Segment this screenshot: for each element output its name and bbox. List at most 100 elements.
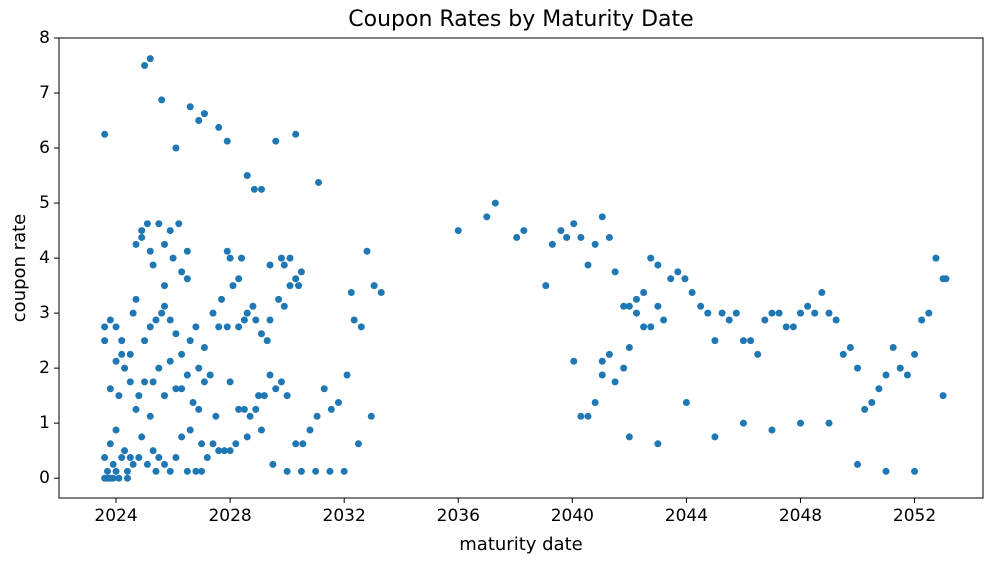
- scatter-point: [192, 467, 200, 475]
- scatter-point: [903, 371, 911, 379]
- scatter-point: [138, 433, 146, 441]
- scatter-point: [235, 323, 243, 331]
- scatter-point: [768, 309, 776, 317]
- scatter-point: [272, 385, 280, 393]
- scatter-point: [272, 137, 280, 145]
- scatter-point: [109, 474, 117, 482]
- scatter-point: [161, 392, 169, 400]
- scatter-point: [200, 378, 208, 386]
- scatter-point: [220, 447, 228, 455]
- scatter-point: [266, 261, 274, 269]
- scatter-point: [235, 275, 243, 283]
- scatter-point: [146, 412, 154, 420]
- scatter-point: [327, 405, 335, 413]
- scatter-point: [283, 467, 291, 475]
- scatter-point: [112, 357, 120, 365]
- scatter-point: [520, 227, 528, 235]
- scatter-point: [266, 316, 274, 324]
- scatter-point: [192, 323, 200, 331]
- scatter-point: [252, 405, 260, 413]
- scatter-point: [804, 302, 812, 310]
- scatter-point: [115, 474, 123, 482]
- scatter-point: [209, 440, 217, 448]
- scatter-point: [223, 323, 231, 331]
- scatter-point: [146, 247, 154, 255]
- scatter-point: [625, 344, 633, 352]
- scatter-point: [141, 62, 149, 70]
- scatter-point: [123, 474, 131, 482]
- scatter-point: [118, 350, 126, 358]
- scatter-point: [280, 261, 288, 269]
- scatter-point: [283, 392, 291, 400]
- scatter-point: [633, 309, 640, 317]
- scatter-point: [591, 399, 599, 407]
- scatter-point: [178, 385, 186, 393]
- y-axis-label: coupon rate: [9, 214, 30, 322]
- scatter-point: [186, 426, 194, 434]
- scatter-point: [106, 385, 114, 393]
- scatter-point: [299, 440, 307, 448]
- scatter-point: [747, 337, 755, 345]
- scatter-point: [112, 467, 120, 475]
- scatter-point: [166, 227, 174, 235]
- scatter-point: [106, 316, 114, 324]
- scatter-point: [768, 426, 776, 434]
- scatter-point: [711, 337, 719, 345]
- scatter-point: [911, 467, 919, 475]
- scatter-point: [240, 405, 248, 413]
- scatter-point: [739, 337, 747, 345]
- x-axis-label: maturity date: [459, 534, 582, 555]
- scatter-point: [334, 399, 342, 407]
- scatter-point: [161, 240, 169, 248]
- y-tick-label: 5: [39, 193, 50, 213]
- scatter-point: [169, 254, 177, 262]
- scatter-point: [611, 268, 619, 276]
- scatter-point: [312, 467, 320, 475]
- scatter-point: [161, 460, 169, 468]
- scatter-point: [149, 261, 157, 269]
- scatter-point: [152, 467, 160, 475]
- scatter-point: [598, 213, 606, 221]
- scatter-point: [854, 460, 862, 468]
- x-tick-label: 2044: [665, 506, 708, 526]
- scatter-point: [178, 433, 186, 441]
- scatter-point: [178, 350, 186, 358]
- scatter-point: [132, 295, 140, 303]
- scatter-point: [166, 316, 174, 324]
- scatter-point: [704, 309, 712, 317]
- scatter-point: [146, 323, 154, 331]
- scatter-point: [195, 364, 203, 372]
- scatter-point: [135, 454, 143, 462]
- scatter-point: [557, 227, 565, 235]
- scatter-point: [363, 247, 371, 255]
- x-tick-label: 2052: [893, 506, 936, 526]
- scatter-point: [101, 454, 109, 462]
- scatter-point: [761, 316, 769, 324]
- scatter-point: [846, 344, 854, 352]
- scatter-point: [275, 295, 283, 303]
- scatter-point: [186, 103, 194, 111]
- scatter-point: [674, 268, 682, 276]
- scatter-point: [942, 275, 950, 283]
- scatter-point: [226, 254, 234, 262]
- scatter-point: [135, 392, 143, 400]
- scatter-point: [654, 261, 662, 269]
- scatter-point: [118, 337, 126, 345]
- x-tick-label: 2028: [208, 506, 251, 526]
- scatter-point: [563, 233, 571, 241]
- y-tick-label: 1: [39, 413, 50, 433]
- scatter-point: [605, 350, 613, 358]
- scatter-point: [155, 220, 163, 228]
- scatter-point: [129, 309, 137, 317]
- scatter-point: [357, 323, 365, 331]
- scatter-point: [370, 282, 378, 290]
- scatter-point: [620, 364, 628, 372]
- chart-title: Coupon Rates by Maturity Date: [348, 7, 693, 32]
- scatter-point: [203, 454, 211, 462]
- scatter-point: [697, 302, 705, 310]
- scatter-point: [200, 344, 208, 352]
- scatter-point: [654, 302, 662, 310]
- scatter-point: [246, 412, 254, 420]
- scatter-point: [183, 275, 191, 283]
- plot-frame: [58, 37, 984, 499]
